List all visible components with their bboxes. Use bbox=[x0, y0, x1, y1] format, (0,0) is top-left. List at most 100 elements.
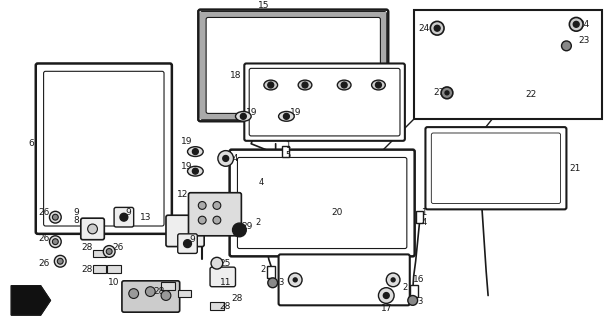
Text: 28: 28 bbox=[81, 265, 92, 274]
Bar bbox=[200, 12, 210, 119]
Bar bbox=[108, 265, 121, 273]
Circle shape bbox=[53, 214, 58, 220]
Circle shape bbox=[57, 258, 63, 264]
Circle shape bbox=[213, 216, 221, 224]
FancyBboxPatch shape bbox=[178, 234, 197, 253]
Text: 2: 2 bbox=[403, 283, 408, 292]
Text: 14: 14 bbox=[228, 154, 239, 163]
Circle shape bbox=[383, 292, 389, 299]
Circle shape bbox=[386, 273, 400, 287]
Ellipse shape bbox=[235, 111, 251, 121]
FancyBboxPatch shape bbox=[279, 254, 410, 305]
Ellipse shape bbox=[188, 166, 203, 176]
FancyBboxPatch shape bbox=[431, 133, 560, 204]
Circle shape bbox=[268, 82, 274, 88]
Circle shape bbox=[569, 18, 583, 31]
Circle shape bbox=[199, 202, 206, 209]
Text: 9: 9 bbox=[73, 208, 79, 217]
Text: 10: 10 bbox=[108, 278, 119, 287]
Text: 3: 3 bbox=[279, 278, 284, 287]
Bar bbox=[477, 172, 484, 184]
Circle shape bbox=[408, 296, 417, 305]
Circle shape bbox=[573, 21, 579, 27]
Bar bbox=[210, 302, 224, 310]
Text: 6: 6 bbox=[28, 139, 34, 148]
Text: 3: 3 bbox=[417, 297, 423, 306]
Circle shape bbox=[145, 287, 155, 297]
Circle shape bbox=[233, 223, 246, 237]
Text: 28: 28 bbox=[232, 294, 243, 303]
Text: 15: 15 bbox=[258, 1, 269, 10]
FancyBboxPatch shape bbox=[122, 281, 180, 312]
Circle shape bbox=[211, 257, 223, 269]
Polygon shape bbox=[11, 286, 51, 315]
Circle shape bbox=[441, 87, 453, 99]
FancyBboxPatch shape bbox=[81, 218, 104, 240]
Text: 19: 19 bbox=[181, 137, 192, 146]
Text: 2: 2 bbox=[261, 265, 266, 274]
FancyBboxPatch shape bbox=[189, 193, 241, 236]
FancyBboxPatch shape bbox=[202, 13, 384, 117]
Text: 26: 26 bbox=[38, 234, 49, 243]
Text: 26: 26 bbox=[38, 259, 49, 268]
Circle shape bbox=[445, 91, 449, 95]
Bar bbox=[161, 282, 175, 290]
Circle shape bbox=[199, 216, 206, 224]
Bar bbox=[282, 146, 290, 157]
Circle shape bbox=[293, 278, 297, 282]
Circle shape bbox=[376, 82, 381, 88]
Text: 9: 9 bbox=[126, 208, 131, 217]
Text: 26: 26 bbox=[38, 208, 49, 217]
FancyBboxPatch shape bbox=[230, 150, 415, 256]
Circle shape bbox=[49, 211, 61, 223]
FancyBboxPatch shape bbox=[36, 63, 172, 234]
Text: 24: 24 bbox=[578, 20, 590, 29]
Text: 25: 25 bbox=[220, 259, 231, 268]
Circle shape bbox=[562, 41, 571, 51]
Circle shape bbox=[391, 278, 395, 282]
Circle shape bbox=[106, 249, 112, 254]
Circle shape bbox=[434, 25, 440, 31]
Text: 20: 20 bbox=[331, 208, 343, 217]
FancyBboxPatch shape bbox=[114, 207, 134, 227]
Text: 17: 17 bbox=[381, 304, 392, 313]
Circle shape bbox=[192, 149, 199, 155]
FancyBboxPatch shape bbox=[43, 71, 164, 226]
Circle shape bbox=[284, 113, 290, 119]
Bar bbox=[200, 109, 386, 119]
Bar bbox=[376, 12, 386, 119]
Text: 24: 24 bbox=[418, 24, 430, 33]
Text: 26: 26 bbox=[112, 243, 123, 252]
Ellipse shape bbox=[279, 111, 295, 121]
Text: 27: 27 bbox=[434, 88, 445, 97]
Ellipse shape bbox=[298, 80, 312, 90]
Text: 21: 21 bbox=[569, 164, 580, 173]
Circle shape bbox=[129, 289, 139, 299]
Circle shape bbox=[53, 239, 58, 244]
Text: 29: 29 bbox=[241, 222, 253, 231]
FancyBboxPatch shape bbox=[244, 63, 405, 141]
Text: 1: 1 bbox=[422, 208, 426, 217]
Circle shape bbox=[161, 291, 171, 300]
Text: 28: 28 bbox=[153, 287, 165, 296]
Text: 19: 19 bbox=[181, 162, 192, 171]
Text: 4: 4 bbox=[422, 218, 426, 227]
FancyBboxPatch shape bbox=[206, 18, 381, 113]
Ellipse shape bbox=[371, 80, 386, 90]
Circle shape bbox=[430, 21, 444, 35]
Text: 1: 1 bbox=[484, 169, 489, 178]
Circle shape bbox=[302, 82, 308, 88]
Circle shape bbox=[49, 236, 61, 248]
FancyBboxPatch shape bbox=[199, 10, 388, 121]
Circle shape bbox=[240, 113, 246, 119]
Circle shape bbox=[378, 288, 394, 303]
Circle shape bbox=[54, 255, 66, 267]
Text: 1: 1 bbox=[285, 141, 291, 150]
Text: 22: 22 bbox=[525, 90, 536, 99]
Circle shape bbox=[288, 273, 302, 287]
Circle shape bbox=[341, 82, 347, 88]
Circle shape bbox=[218, 151, 233, 166]
Text: 16: 16 bbox=[412, 275, 424, 284]
Bar bbox=[92, 250, 106, 257]
Text: FR.: FR. bbox=[18, 296, 35, 305]
